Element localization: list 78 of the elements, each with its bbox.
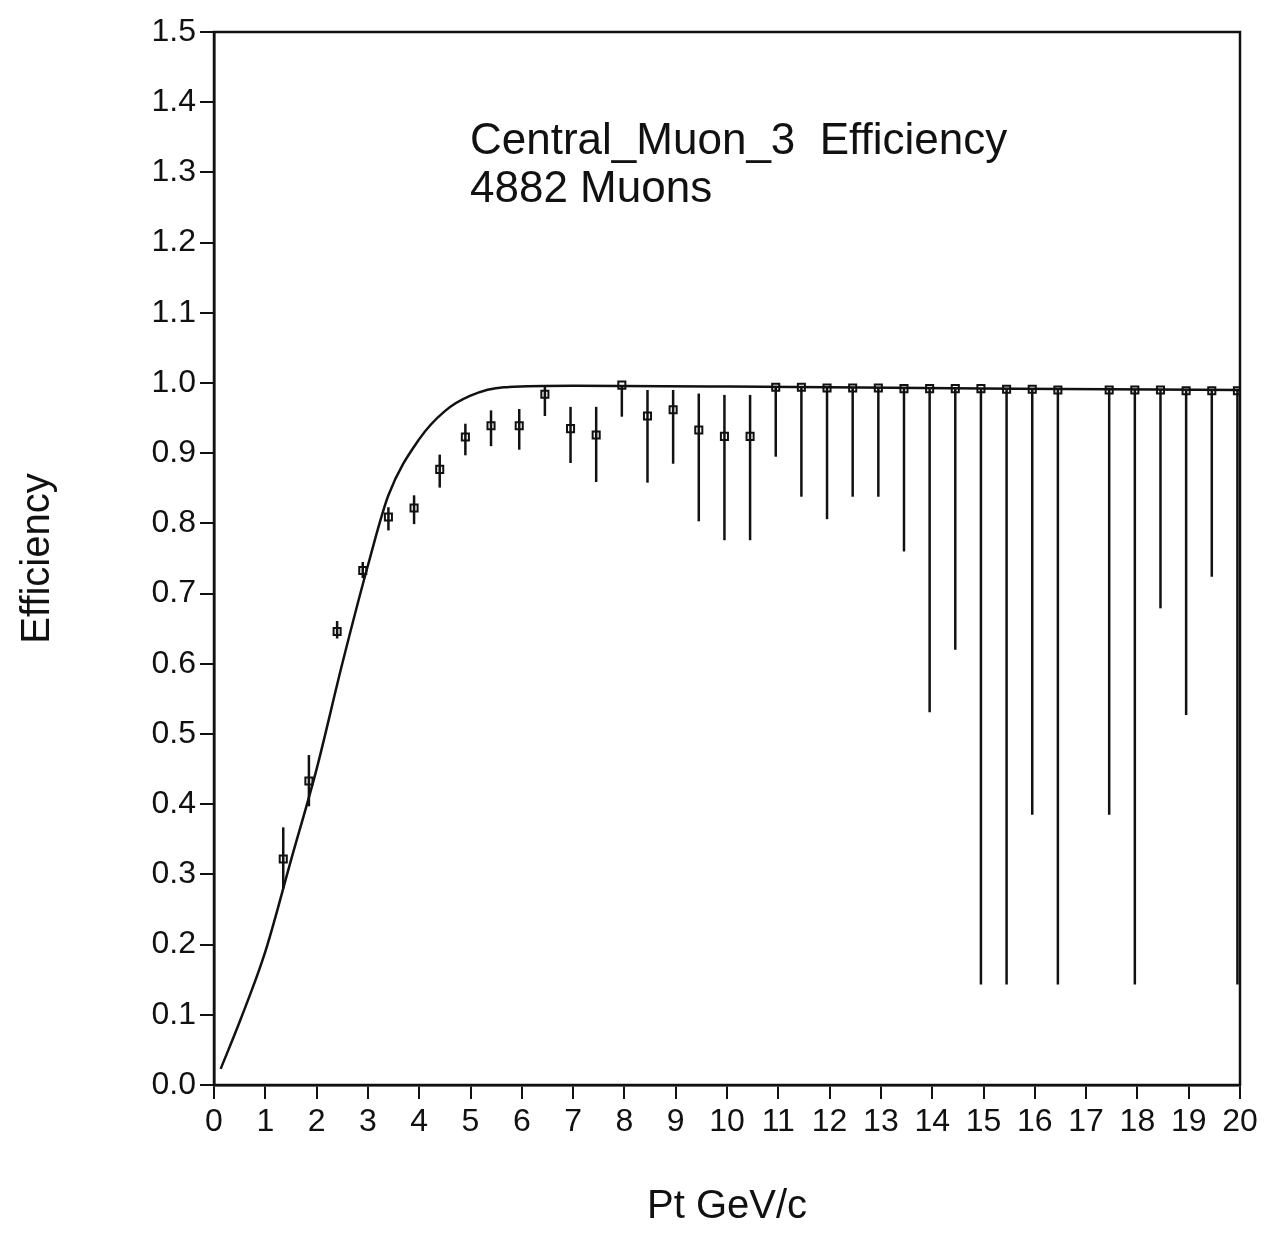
point <box>1181 386 1191 396</box>
x-tick-label: 11 <box>761 1102 795 1139</box>
x-tick-label: 18 <box>1119 1102 1156 1139</box>
point <box>950 384 960 394</box>
point <box>1053 385 1063 395</box>
y-tick-label: 0.8 <box>151 503 196 540</box>
point <box>925 384 935 394</box>
point <box>358 565 368 575</box>
point <box>873 383 883 393</box>
x-tick-label: 14 <box>914 1102 950 1139</box>
x-tick-label: 6 <box>512 1102 531 1139</box>
point <box>1130 385 1140 395</box>
x-tick-label: 12 <box>811 1102 848 1139</box>
point <box>848 383 858 393</box>
text: Central_Muon_3 Efficiency <box>470 114 1008 163</box>
point <box>383 512 393 522</box>
point <box>719 431 729 441</box>
point <box>278 854 288 864</box>
point <box>771 382 781 392</box>
point <box>642 411 653 421</box>
x-tick-label: 13 <box>863 1102 899 1139</box>
point <box>435 464 445 474</box>
y-tick-label: 0.7 <box>151 573 196 610</box>
point <box>1207 386 1217 396</box>
point <box>486 421 496 431</box>
point <box>1155 385 1166 395</box>
point <box>1027 384 1037 394</box>
x-tick-label: 19 <box>1170 1102 1207 1139</box>
x-tick-label: 0 <box>205 1102 223 1139</box>
point <box>822 383 832 393</box>
point <box>694 425 704 435</box>
point <box>540 389 550 399</box>
y-tick-label: 0.5 <box>151 713 196 750</box>
x-tick-label: 15 <box>965 1102 1002 1139</box>
point <box>460 432 470 442</box>
y-tick-label: 0.3 <box>151 854 196 891</box>
y-tick-label: 1.3 <box>151 152 196 189</box>
point <box>976 384 986 394</box>
x-tick-label: 1 <box>256 1102 275 1139</box>
x-tick-label: 17 <box>1068 1102 1104 1139</box>
x-tick-label: 3 <box>359 1102 377 1139</box>
point <box>745 431 755 441</box>
y-tick-label: 0.4 <box>151 784 196 821</box>
x-tick-label: 9 <box>666 1102 685 1139</box>
point <box>617 380 627 390</box>
text: 4882 Muons <box>470 162 713 211</box>
y-tick-label: 0.1 <box>151 994 196 1031</box>
x-tick-label: 10 <box>709 1102 745 1139</box>
y-tick-label: 0.2 <box>151 924 196 961</box>
point <box>566 424 576 434</box>
point <box>514 421 524 431</box>
point <box>304 776 314 786</box>
x-tick-label: 7 <box>564 1102 582 1139</box>
point <box>1104 385 1114 395</box>
point <box>1232 386 1240 396</box>
x-tick-label: 16 <box>1017 1102 1053 1139</box>
y-tick-label: 1.0 <box>151 362 196 399</box>
y-tick-label: 0.9 <box>151 433 196 470</box>
y-tick-label: 1.5 <box>151 11 196 48</box>
x-tick-label: 2 <box>307 1102 326 1139</box>
point <box>409 503 419 513</box>
point <box>899 384 909 394</box>
y-tick-label: 1.1 <box>151 292 196 329</box>
x-tick-label: 4 <box>410 1102 429 1139</box>
x-tick-label: 20 <box>1222 1102 1258 1139</box>
x-tick-label: 8 <box>615 1102 634 1139</box>
point <box>332 626 342 637</box>
point <box>1002 384 1012 394</box>
y-tick-label: 1.2 <box>151 222 196 259</box>
x-tick-label: 5 <box>461 1102 480 1139</box>
y-axis-title: Efficiency <box>13 473 58 644</box>
y-tick-label: 0.6 <box>151 643 196 680</box>
point <box>591 430 601 440</box>
point <box>668 405 678 415</box>
y-tick-label: 0.0 <box>151 1064 196 1101</box>
point <box>796 382 806 392</box>
y-tick-label: 1.4 <box>151 82 196 119</box>
x-axis-title: Pt GeV/c <box>646 1182 808 1227</box>
